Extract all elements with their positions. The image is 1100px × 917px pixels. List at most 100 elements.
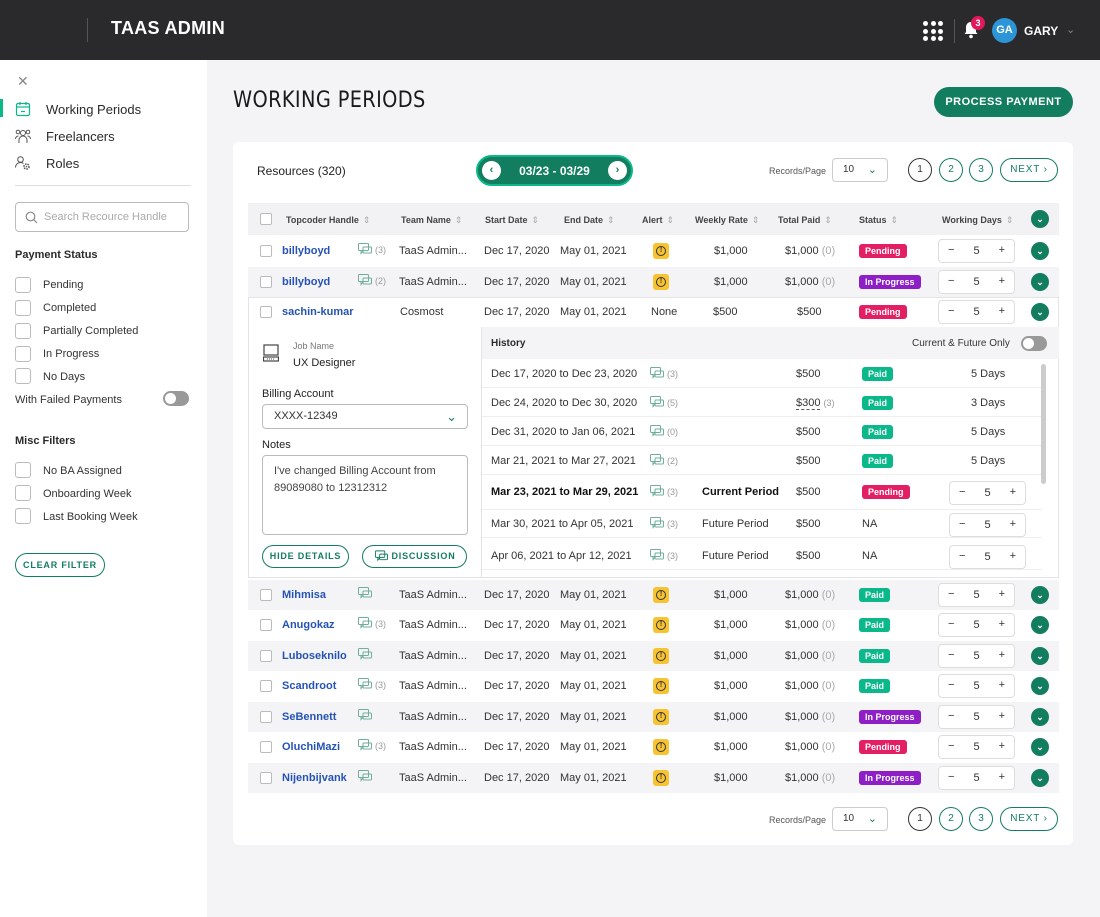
sidebar-item-working-periods[interactable]: Working Periods	[0, 97, 207, 121]
increment-button[interactable]: +	[998, 710, 1005, 722]
increment-button[interactable]: +	[1009, 486, 1016, 498]
chat-icon[interactable]	[650, 485, 664, 497]
decrement-button[interactable]: −	[959, 486, 966, 498]
chevron-down-icon[interactable]: ⌄	[1066, 24, 1076, 36]
decrement-button[interactable]: −	[948, 275, 955, 287]
working-days-value[interactable]: 5	[973, 680, 980, 692]
decrement-button[interactable]: −	[948, 588, 955, 600]
column-header-handle[interactable]: Topcoder Handle ⇕	[286, 215, 371, 225]
handle-link[interactable]: billyboyd	[282, 276, 331, 288]
working-days-value[interactable]: 5	[973, 306, 980, 318]
alert-icon[interactable]: !	[653, 678, 669, 694]
page-3-button[interactable]: 3	[969, 158, 993, 182]
column-header-weekly-rate[interactable]: Weekly Rate ⇕	[695, 215, 760, 225]
avatar[interactable]: GA	[992, 18, 1017, 43]
handle-link[interactable]: Scandroot	[282, 680, 337, 692]
row-checkbox[interactable]	[260, 711, 272, 723]
decrement-button[interactable]: −	[948, 305, 955, 317]
expand-row-button[interactable]: ⌄	[1031, 586, 1049, 604]
decrement-button[interactable]: −	[948, 740, 955, 752]
discussion-button[interactable]: DISCUSSION	[362, 545, 467, 568]
working-days-value[interactable]: 5	[973, 245, 980, 257]
working-days-stepper[interactable]: − 5 +	[938, 735, 1015, 759]
handle-link[interactable]: sachin-kumar	[282, 306, 354, 318]
chat-icon[interactable]	[650, 517, 664, 529]
user-name[interactable]: GARY	[1024, 24, 1059, 38]
column-header-working-days[interactable]: Working Days ⇕	[942, 215, 1014, 225]
alert-icon[interactable]: !	[653, 709, 669, 725]
row-checkbox[interactable]	[260, 619, 272, 631]
chat-icon[interactable]	[650, 454, 664, 466]
chat-icon[interactable]	[650, 549, 664, 561]
next-page-button[interactable]: NEXT ›	[1000, 158, 1058, 182]
working-days-value[interactable]: 5	[973, 772, 980, 784]
handle-link[interactable]: Mihmisa	[282, 589, 327, 601]
row-checkbox[interactable]	[260, 276, 272, 288]
chat-icon[interactable]	[358, 587, 372, 599]
working-days-stepper[interactable]: − 5 +	[938, 239, 1015, 263]
working-days-value[interactable]: 5	[984, 487, 991, 499]
column-header-alert[interactable]: Alert ⇕	[642, 215, 675, 225]
sidebar-item-roles[interactable]: Roles	[0, 151, 207, 175]
alert-icon[interactable]: !	[653, 617, 669, 633]
working-days-stepper[interactable]: − 5 +	[938, 270, 1015, 294]
increment-button[interactable]: +	[998, 305, 1005, 317]
row-checkbox[interactable]	[260, 772, 272, 784]
decrement-button[interactable]: −	[959, 550, 966, 562]
checkbox-partially-completed[interactable]	[15, 323, 31, 339]
prev-week-button[interactable]: ‹	[482, 161, 501, 180]
decrement-button[interactable]: −	[948, 679, 955, 691]
column-header-end[interactable]: End Date ⇕	[564, 215, 615, 225]
working-days-value[interactable]: 5	[973, 276, 980, 288]
handle-link[interactable]: Luboseknilo	[282, 650, 347, 662]
handle-link[interactable]: billyboyd	[282, 245, 331, 257]
working-days-stepper[interactable]: − 5 +	[949, 481, 1026, 505]
working-days-value[interactable]: 5	[984, 519, 991, 531]
row-checkbox[interactable]	[260, 741, 272, 753]
checkbox-pending[interactable]	[15, 277, 31, 293]
next-week-button[interactable]: ›	[608, 161, 627, 180]
alert-icon[interactable]: !	[653, 648, 669, 664]
page-2-button[interactable]: 2	[939, 158, 963, 182]
column-header-start[interactable]: Start Date ⇕	[485, 215, 540, 225]
records-per-page-select[interactable]: 10 ⌄	[832, 807, 888, 831]
checkbox-in-progress[interactable]	[15, 346, 31, 362]
increment-button[interactable]: +	[998, 771, 1005, 783]
chat-icon[interactable]	[650, 367, 664, 379]
chat-icon[interactable]	[358, 709, 372, 721]
working-days-stepper[interactable]: − 5 +	[938, 583, 1015, 607]
decrement-button[interactable]: −	[948, 771, 955, 783]
increment-button[interactable]: +	[1009, 550, 1016, 562]
decrement-button[interactable]: −	[948, 618, 955, 630]
row-checkbox[interactable]	[260, 589, 272, 601]
column-header-total-paid[interactable]: Total Paid ⇕	[778, 215, 832, 225]
row-checkbox[interactable]	[260, 245, 272, 257]
decrement-button[interactable]: −	[948, 710, 955, 722]
chat-icon[interactable]	[358, 617, 372, 629]
page-3-button[interactable]: 3	[969, 807, 993, 831]
working-days-value[interactable]: 5	[973, 619, 980, 631]
checkbox-last-booking-week[interactable]	[15, 508, 31, 524]
page-2-button[interactable]: 2	[939, 807, 963, 831]
close-icon[interactable]: ✕	[17, 73, 29, 89]
chat-icon[interactable]	[358, 243, 372, 255]
working-days-stepper[interactable]: − 5 +	[949, 545, 1026, 569]
chat-icon[interactable]	[358, 274, 372, 286]
alert-icon[interactable]: !	[653, 770, 669, 786]
notes-textarea[interactable]: I've changed Billing Account from 890890…	[262, 455, 468, 535]
expand-row-button[interactable]: ⌄	[1031, 303, 1049, 321]
column-header-team[interactable]: Team Name ⇕	[401, 215, 463, 225]
next-page-button[interactable]: NEXT ›	[1000, 807, 1058, 831]
working-days-value[interactable]: 5	[973, 741, 980, 753]
increment-button[interactable]: +	[998, 679, 1005, 691]
alert-icon[interactable]: !	[653, 587, 669, 603]
search-input[interactable]: Search Recource Handle	[15, 202, 189, 232]
row-checkbox[interactable]	[260, 680, 272, 692]
increment-button[interactable]: +	[998, 275, 1005, 287]
handle-link[interactable]: SeBennett	[282, 711, 337, 723]
increment-button[interactable]: +	[1009, 518, 1016, 530]
checkbox-completed[interactable]	[15, 300, 31, 316]
working-days-value[interactable]: 5	[973, 650, 980, 662]
expand-row-button[interactable]: ⌄	[1031, 616, 1049, 634]
expand-row-button[interactable]: ⌄	[1031, 273, 1049, 291]
